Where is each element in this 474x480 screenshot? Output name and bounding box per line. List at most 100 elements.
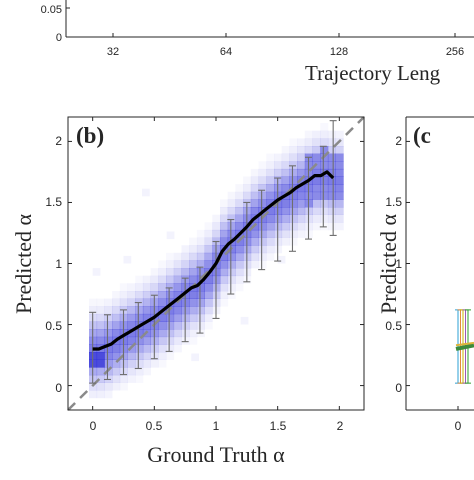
b-ytick-label: 1.5 — [45, 195, 62, 209]
heatmap-cell — [228, 291, 236, 299]
heatmap-cell — [281, 222, 290, 231]
heatmap-cell — [120, 283, 128, 291]
heatmap-cell — [281, 184, 290, 193]
heatmap-cell — [266, 222, 275, 231]
heatmap-cell — [227, 214, 236, 223]
heatmap-cell — [158, 283, 167, 292]
heatmap-cell — [281, 214, 290, 223]
heatmap-cell — [166, 275, 175, 284]
heatmap-cell — [335, 130, 344, 139]
heatmap-cell — [112, 306, 121, 315]
heatmap-cell — [204, 298, 213, 307]
heatmap-cell — [142, 306, 151, 315]
heatmap-cell — [142, 367, 151, 376]
heatmap-cell — [304, 138, 313, 147]
heatmap-cell — [266, 161, 275, 170]
heatmap-cell — [112, 313, 121, 322]
heatmap-cell — [289, 199, 298, 208]
heatmap-cell — [266, 207, 275, 215]
heatmap-cell — [327, 161, 336, 170]
heatmap-cell — [297, 138, 306, 147]
heatmap-cell — [227, 268, 236, 277]
heatmap-cell — [220, 199, 229, 208]
heatmap-cell — [289, 191, 298, 200]
heatmap-cell — [173, 329, 182, 338]
heatmap-cell — [320, 207, 329, 215]
heatmap-cell — [204, 275, 213, 284]
heatmap-cell — [312, 191, 321, 200]
heatmap-cell — [158, 268, 167, 277]
heatmap-cell — [204, 291, 213, 299]
b-xlabel: Ground Truth α — [147, 442, 285, 467]
top-ytick-label: 0 — [56, 32, 62, 44]
b-ytick-label: 0.5 — [45, 319, 62, 333]
heatmap-cell — [258, 176, 267, 185]
heatmap-cell — [166, 291, 175, 299]
heatmap-cell — [173, 283, 182, 292]
heatmap-cell — [158, 291, 167, 299]
heatmap-cell — [166, 260, 175, 269]
heatmap-cell — [96, 329, 105, 338]
heatmap-cell — [204, 237, 213, 246]
top-panel: 0.05 0 32 64 128 256 Trajectory Leng — [41, 0, 474, 85]
heatmap-cell — [289, 207, 298, 215]
heatmap-cell — [335, 153, 344, 162]
heatmap-cell — [258, 222, 267, 231]
heatmap-cell — [205, 222, 213, 230]
heatmap-cell — [235, 184, 243, 192]
heatmap-cell — [112, 359, 121, 368]
heatmap-cell — [189, 313, 198, 322]
heatmap-cell — [266, 191, 275, 200]
heatmap-cell — [127, 352, 136, 360]
heatmap-cell — [166, 298, 175, 307]
heatmap-cell — [274, 168, 283, 177]
heatmap-cell — [235, 268, 244, 277]
heatmap-cell — [274, 153, 283, 162]
heatmap-cell — [196, 298, 205, 307]
heatmap-cell — [220, 252, 229, 261]
heatmap-cell — [227, 222, 236, 231]
top-xtick-label: 256 — [446, 46, 464, 58]
heatmap-cell — [266, 245, 275, 254]
heatmap-cell — [112, 321, 121, 330]
heatmap-cell — [220, 214, 229, 223]
heatmap-cell — [335, 199, 344, 208]
heatmap-cell — [220, 229, 229, 238]
heatmap-cell — [297, 184, 306, 193]
heatmap-cell — [135, 336, 144, 345]
heatmap-cell — [92, 268, 101, 276]
c-xtick-label: 0 — [455, 419, 462, 433]
heatmap-cell — [220, 222, 229, 231]
heatmap-cell — [312, 199, 321, 208]
heatmap-cell — [289, 176, 298, 185]
b-xtick-label: 1.5 — [270, 419, 287, 433]
heatmap-cell — [289, 214, 298, 223]
top-ticks — [66, 7, 456, 38]
heatmap-cell — [158, 344, 167, 353]
heatmap-cell — [266, 229, 275, 238]
heatmap-cell — [189, 329, 198, 338]
heatmap-cell — [204, 306, 213, 315]
c-ylabel: Predicted α — [376, 213, 401, 314]
heatmap-cell — [335, 184, 344, 193]
heatmap-cell — [196, 283, 205, 292]
heatmap-cell — [281, 176, 290, 185]
heatmap-cell — [227, 229, 236, 238]
heatmap-cell — [104, 313, 113, 322]
c-ticks — [406, 140, 459, 410]
heatmap-cell — [258, 168, 267, 177]
heatmap-cell — [104, 329, 113, 338]
heatmap-cell — [320, 176, 329, 185]
heatmap-cell — [235, 252, 244, 261]
heatmap-cell — [104, 298, 113, 307]
heatmap-cell — [312, 222, 321, 231]
c-ytick-label: 0 — [395, 381, 402, 395]
heatmap-cell — [142, 298, 151, 307]
heatmap-cell — [166, 268, 175, 277]
b-xtick-label: 2 — [337, 419, 344, 433]
heatmap-cell — [312, 207, 321, 215]
heatmap-cell — [135, 283, 144, 292]
heatmap-cell — [150, 268, 159, 277]
heatmap-cell — [289, 222, 298, 231]
b-xtick-label: 0 — [90, 419, 97, 433]
